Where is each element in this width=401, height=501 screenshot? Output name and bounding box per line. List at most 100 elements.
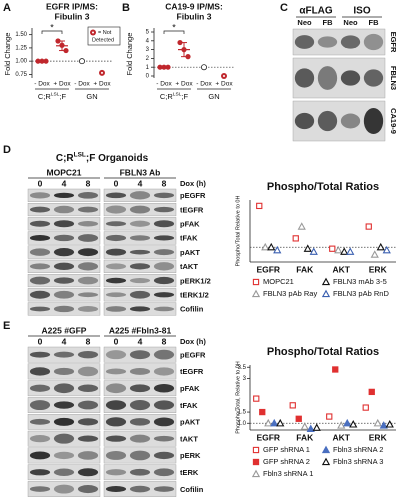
blot-band — [153, 417, 175, 427]
data-point — [295, 415, 302, 422]
blot-background — [103, 202, 177, 217]
blot-band — [129, 350, 151, 360]
blot-background — [103, 217, 177, 231]
blot-band — [340, 35, 361, 49]
x-tick-label: AKT — [333, 264, 351, 274]
row-label: FBLN3 — [389, 66, 398, 90]
chart-title: EGFR IP/MS: — [46, 1, 98, 11]
blot-band — [29, 418, 51, 425]
blot-band — [53, 351, 75, 358]
time-axis-label: Dox (h) — [180, 337, 206, 346]
blot-band — [294, 35, 315, 49]
blot-band — [105, 368, 127, 375]
blot-band — [129, 434, 151, 443]
row-label: tEGFR — [180, 205, 204, 214]
data-point — [273, 245, 282, 254]
blot-band — [294, 112, 315, 130]
blot-band — [29, 192, 51, 199]
x-tick-label: + Dox — [175, 81, 193, 88]
blot-title: C;RLSL;F Organoids — [56, 151, 149, 163]
blot-band — [53, 262, 75, 271]
blot-background — [103, 231, 177, 245]
x-tick-label: - Dox — [34, 81, 50, 88]
x-tick-label: + Dox — [53, 81, 71, 88]
data-point — [368, 388, 375, 396]
row-label: EGFR — [389, 32, 398, 53]
blot-band — [53, 192, 75, 198]
legend-label: FBLN3 pAb Ray — [263, 289, 317, 298]
blot-band — [105, 263, 127, 270]
blot-band — [77, 192, 99, 199]
blot-band — [29, 384, 51, 392]
row-label: pFAK — [180, 384, 200, 393]
blot-band — [77, 418, 99, 426]
group-label: C;RLSL;F — [38, 92, 67, 101]
legend-label: FBLN3 mAb 3-5 — [333, 277, 387, 286]
data-point — [270, 418, 279, 427]
group-label-base: C;R — [38, 92, 52, 101]
blot-band — [129, 384, 151, 393]
data-point — [376, 242, 385, 251]
blot-band — [77, 485, 99, 494]
blot-background — [27, 447, 101, 464]
data-point — [379, 421, 388, 429]
blot-band — [340, 70, 361, 86]
blot-band — [53, 277, 75, 284]
blot-band — [105, 417, 127, 427]
blot-band — [105, 383, 127, 394]
data-point — [261, 242, 270, 251]
legend-label: MOPC21 — [263, 277, 294, 286]
blot-band — [53, 290, 75, 299]
y-axis-label: Fold Change — [125, 33, 134, 76]
blot-band — [53, 401, 75, 409]
legend-marker — [252, 458, 260, 466]
legend-label: Fbln3 shRNA 3 — [333, 457, 383, 466]
blot-band — [29, 435, 51, 443]
y-tick-label: 2 — [146, 56, 150, 62]
blot-group-label: FBLN3 Ab — [120, 167, 161, 177]
nd-dot — [92, 31, 94, 34]
data-point — [373, 418, 382, 427]
blot-band — [77, 234, 99, 242]
group-label-base: C;R — [160, 92, 174, 101]
group-label-base: GN — [208, 92, 219, 101]
blot-band — [129, 468, 151, 476]
blot-band — [77, 400, 99, 410]
group-label-sup: LSL — [51, 92, 60, 98]
row-label: pEGFR — [180, 191, 206, 200]
y-tick-label: 1.50 — [15, 32, 27, 38]
blot-band — [105, 350, 127, 360]
blot-band — [317, 66, 338, 90]
x-tick-label: AKT — [333, 432, 351, 442]
row-label: Cofilin — [180, 305, 204, 314]
legend-box — [87, 26, 121, 46]
blot-band — [77, 206, 99, 213]
blot-band — [153, 486, 175, 492]
legend-label: GFP shRNA 2 — [263, 457, 310, 466]
blot-band — [77, 305, 99, 312]
legend-label: = Not — [98, 30, 112, 36]
blot-band — [105, 277, 127, 284]
blot-band — [105, 248, 127, 256]
timepoint-label: 8 — [162, 336, 167, 346]
legend-label: Fbln3 shRNA 2 — [333, 445, 383, 454]
row-label: tFAK — [180, 234, 198, 243]
blot-band — [105, 450, 127, 460]
group-label: C;RLSL;F — [160, 92, 189, 101]
nd-dot — [223, 75, 225, 77]
blot-band — [129, 290, 151, 299]
row-label: pEGFR — [180, 350, 206, 359]
data-point — [289, 402, 296, 409]
row-label: pAKT — [180, 418, 200, 427]
legend-marker — [321, 289, 331, 298]
timepoint-label: 4 — [138, 336, 143, 346]
chart-title: Phospho/Total Ratios — [267, 346, 379, 358]
blot-band — [129, 306, 151, 312]
group-label-sup: LSL — [173, 92, 182, 98]
group-label: GN — [208, 92, 219, 101]
blot-group-label: A225 #Fbln3-81 — [109, 325, 172, 335]
lane-label: FB — [323, 18, 334, 27]
significance-bracket — [41, 30, 63, 34]
blot-band — [29, 351, 51, 358]
legend-marker — [321, 445, 331, 454]
